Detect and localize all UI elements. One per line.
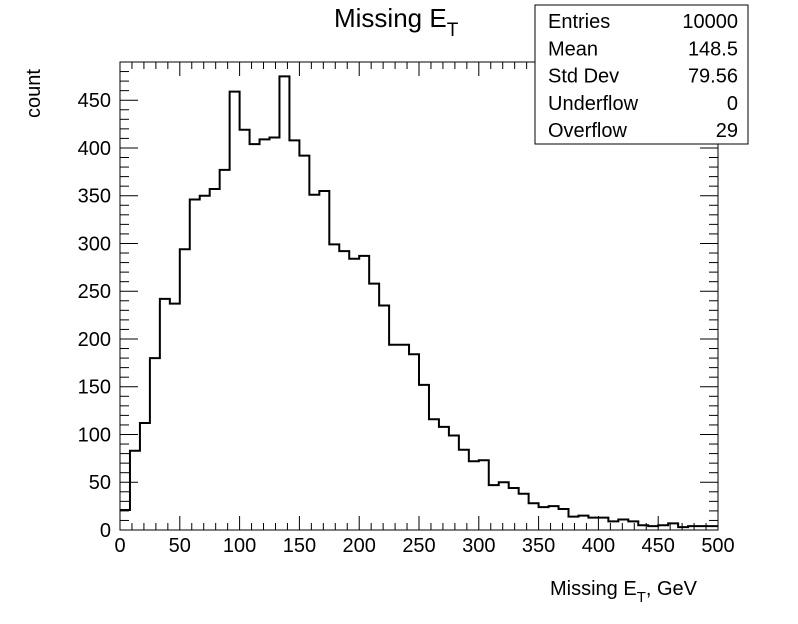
y-tick-label: 50: [89, 472, 111, 494]
histogram-bin: [160, 299, 170, 530]
x-tick-label: 150: [283, 535, 316, 557]
histogram-bin: [628, 521, 638, 530]
y-tick-label: 0: [100, 520, 111, 542]
histogram-bin: [279, 76, 289, 530]
histogram-bin: [309, 195, 319, 530]
histogram-bin: [379, 306, 389, 530]
histogram-bin: [439, 427, 449, 530]
histogram-bin: [260, 139, 270, 530]
histogram-bin: [399, 345, 409, 530]
stats-label: Entries: [548, 11, 610, 33]
stats-value: 10000: [682, 11, 738, 33]
histogram-bin: [369, 284, 379, 530]
histogram-bin: [230, 92, 240, 530]
x-tick-label: 100: [223, 535, 256, 557]
histogram-bin: [200, 196, 210, 530]
x-tick-label: 400: [582, 535, 615, 557]
histogram-bin: [509, 488, 519, 530]
histogram-bin: [180, 249, 190, 530]
stats-box-frame: [534, 4, 749, 145]
histogram-bin: [140, 423, 150, 530]
histogram-bin: [449, 435, 459, 530]
x-tick-label: 300: [462, 535, 495, 557]
stats-label: Overflow: [548, 120, 627, 142]
histogram-bin: [409, 354, 419, 530]
histogram-bin: [299, 156, 309, 530]
histogram-bin: [359, 256, 369, 530]
histogram-bin: [479, 460, 489, 530]
axis-ticks: [119, 61, 719, 531]
y-tick-label: 250: [78, 281, 111, 303]
histogram-bin: [559, 509, 569, 530]
histogram-bin: [220, 170, 230, 530]
stats-box: Entries 10000 Mean 148.5 Std Dev 79.56 Underfl…: [534, 4, 749, 145]
y-tick-label: 300: [78, 233, 111, 255]
stats-value: 79.56: [688, 66, 738, 88]
stats-value: 0: [727, 93, 738, 115]
histogram-outline: [120, 75, 718, 529]
x-tick-label: 50: [169, 535, 191, 557]
y-tick-label: 150: [78, 377, 111, 399]
x-tick-label: 250: [402, 535, 435, 557]
stats-value: 148.5: [688, 38, 738, 60]
x-tick-label: 0: [114, 535, 125, 557]
chart-title: Missing ET: [334, 3, 459, 41]
histogram-bin: [598, 518, 608, 530]
y-tick-label: 400: [78, 138, 111, 160]
y-tick-label: 200: [78, 329, 111, 351]
histogram-bin: [339, 251, 349, 530]
histogram-bin: [250, 144, 260, 530]
stats-value: 29: [716, 120, 738, 142]
histogram-bin: [270, 137, 280, 530]
axis-tick-labels: 0 50 100 150 200 250 300 350 400 450 500 0 50 100 150 2…: [78, 90, 735, 557]
histogram-bin: [150, 358, 160, 530]
stats-label: Mean: [548, 38, 598, 60]
histogram-bin: [469, 461, 479, 530]
x-tick-label: 200: [343, 535, 376, 557]
x-tick-label: 350: [522, 535, 555, 557]
histogram-bin: [130, 451, 140, 530]
histogram-bin: [329, 244, 339, 530]
histogram-bin: [499, 482, 509, 530]
histogram-bin: [429, 419, 439, 530]
y-tick-label: 100: [78, 424, 111, 446]
histogram-bin: [289, 140, 299, 530]
histogram-bin: [569, 517, 579, 530]
histogram-bin: [539, 507, 549, 530]
x-axis-label: Missing ET, GeV: [550, 578, 698, 606]
histogram-bin: [618, 519, 628, 530]
histogram-bin: [459, 450, 469, 530]
histogram-bin: [389, 345, 399, 530]
x-tick-label: 500: [701, 535, 734, 557]
x-tick-label: 450: [642, 535, 675, 557]
histogram-bin: [190, 200, 200, 530]
histogram-bin: [240, 130, 250, 530]
histogram-bin: [419, 385, 429, 530]
y-axis-label: count: [23, 69, 45, 118]
histogram-bin: [319, 191, 329, 530]
histogram-bin: [588, 518, 598, 530]
histogram-bin: [349, 259, 359, 530]
y-tick-label: 450: [78, 90, 111, 112]
stats-label: Underflow: [548, 93, 639, 115]
stats-label: Std Dev: [548, 66, 619, 88]
histogram-bin: [529, 503, 539, 530]
y-tick-label: 350: [78, 186, 111, 208]
histogram-bin: [210, 189, 220, 530]
histogram-bin: [170, 304, 180, 530]
